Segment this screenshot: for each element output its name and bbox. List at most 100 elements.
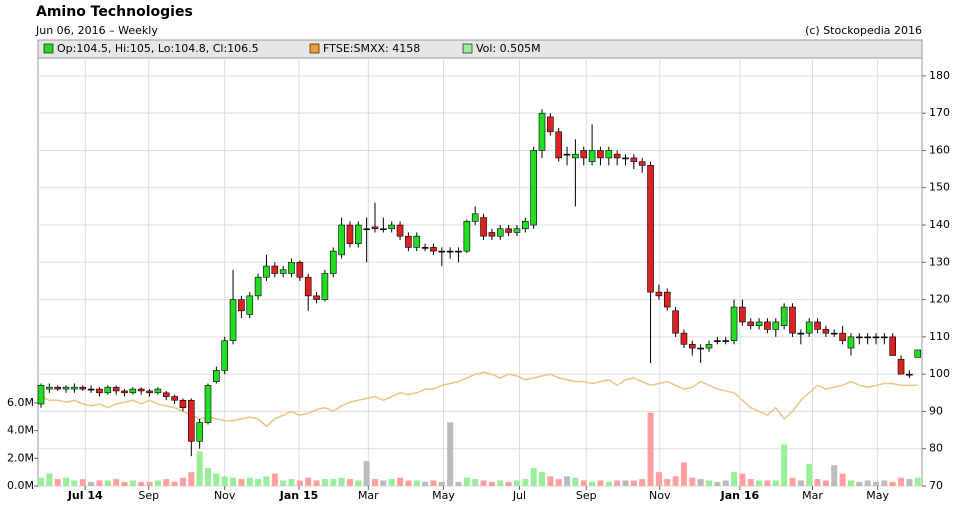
volume-bar: [280, 480, 287, 486]
volume-bar: [346, 479, 353, 486]
candle-body: [371, 226, 379, 230]
volume-bar: [513, 480, 520, 486]
volume-bar: [472, 479, 479, 486]
volume-bar: [672, 476, 679, 486]
chart-title: Amino Technologies: [36, 4, 193, 20]
candle-body: [263, 265, 270, 278]
volume-bar: [664, 479, 671, 486]
candle-body: [271, 265, 279, 274]
volume-bar: [463, 477, 470, 486]
volume-bar: [722, 480, 729, 486]
volume-bar: [255, 479, 262, 486]
volume-bar: [397, 477, 404, 486]
volume-bar: [246, 477, 253, 486]
volume-bar: [438, 481, 445, 486]
volume-bar: [555, 479, 562, 486]
index-line: [40, 371, 918, 428]
candle-body: [572, 153, 579, 159]
volume-bar: [271, 473, 278, 486]
volume-bar: [154, 480, 161, 486]
candle-body: [154, 388, 162, 394]
candle-body: [79, 386, 87, 390]
candle-body: [279, 269, 287, 274]
volume-bar: [447, 422, 454, 486]
candle-body: [37, 385, 45, 405]
candle-body: [864, 336, 871, 339]
candle-body: [238, 299, 245, 312]
volume-bar: [213, 473, 220, 486]
y-tick-label: 120: [929, 293, 950, 306]
candle-body: [580, 150, 588, 159]
candle-body: [563, 153, 571, 156]
candle-body: [714, 340, 721, 342]
volume-bar: [179, 477, 186, 486]
volume-bar: [772, 480, 779, 486]
y-tick-label: 140: [929, 218, 950, 231]
candle-body: [889, 336, 896, 356]
y-tick-label: 90: [929, 404, 943, 417]
volume-bar: [530, 467, 537, 486]
volume-bar: [505, 481, 512, 486]
candle-body: [296, 262, 304, 278]
candle-body: [663, 291, 671, 308]
volume-bar: [296, 480, 303, 486]
candle-body: [396, 224, 404, 237]
volume-bar: [822, 480, 829, 486]
candle-body: [822, 329, 830, 334]
y-tick-label: 100: [929, 367, 950, 380]
x-tick-label: Mar: [802, 489, 823, 502]
volume-bar: [589, 481, 596, 486]
candle-body: [87, 388, 95, 391]
candle-body: [480, 217, 487, 237]
volume-bar: [655, 472, 662, 486]
candle-body: [204, 385, 212, 423]
volume-bar: [63, 477, 70, 486]
candle-body: [104, 386, 112, 394]
candle-body: [338, 224, 345, 256]
candle-body: [471, 213, 479, 222]
y-tick-label: 170: [929, 106, 950, 119]
volume-bar: [330, 479, 337, 486]
volume-bar: [564, 476, 571, 486]
candle-body: [188, 399, 195, 442]
x-tick-label: Nov: [649, 489, 671, 502]
volume-bar: [705, 480, 712, 486]
volume-bar: [422, 481, 429, 486]
volume-bar: [146, 481, 153, 486]
volume-bar: [430, 480, 437, 486]
volume-bar: [898, 477, 905, 486]
volume-bar: [388, 479, 395, 486]
candle-body: [46, 386, 53, 390]
volume-bar: [205, 467, 212, 486]
volume-bar: [497, 480, 504, 486]
volume-bar: [881, 480, 888, 486]
volume-bar: [680, 462, 687, 486]
volume-bar: [313, 480, 320, 486]
y-tick-label: 150: [929, 181, 950, 194]
y2-tick-label: 2.0M: [7, 451, 34, 464]
candle-body: [413, 235, 421, 248]
candle-body: [162, 392, 170, 397]
candle-body: [112, 386, 120, 392]
candle-body: [288, 262, 295, 274]
volume-bar: [372, 479, 379, 486]
candle-body: [380, 228, 387, 231]
candle-body: [137, 388, 145, 392]
volume-bar: [572, 477, 579, 486]
candle-body: [388, 224, 396, 230]
volume-bar: [480, 480, 487, 486]
candle-body: [622, 157, 629, 160]
volume-bar: [614, 480, 621, 486]
volume-bar: [263, 476, 270, 486]
candle-body: [71, 386, 78, 390]
x-tick-label: Jul: [512, 489, 526, 502]
legend-label: Op:104.5, Hi:105, Lo:104.8, Cl:106.5: [57, 42, 259, 55]
candle-body: [755, 321, 763, 326]
volume-bar: [630, 480, 637, 486]
volume-bar: [455, 481, 462, 486]
candle-body: [530, 150, 537, 226]
volume-bar: [789, 477, 796, 486]
volume-bar: [522, 479, 529, 486]
candle-body: [789, 306, 796, 334]
candle-body: [855, 336, 863, 339]
